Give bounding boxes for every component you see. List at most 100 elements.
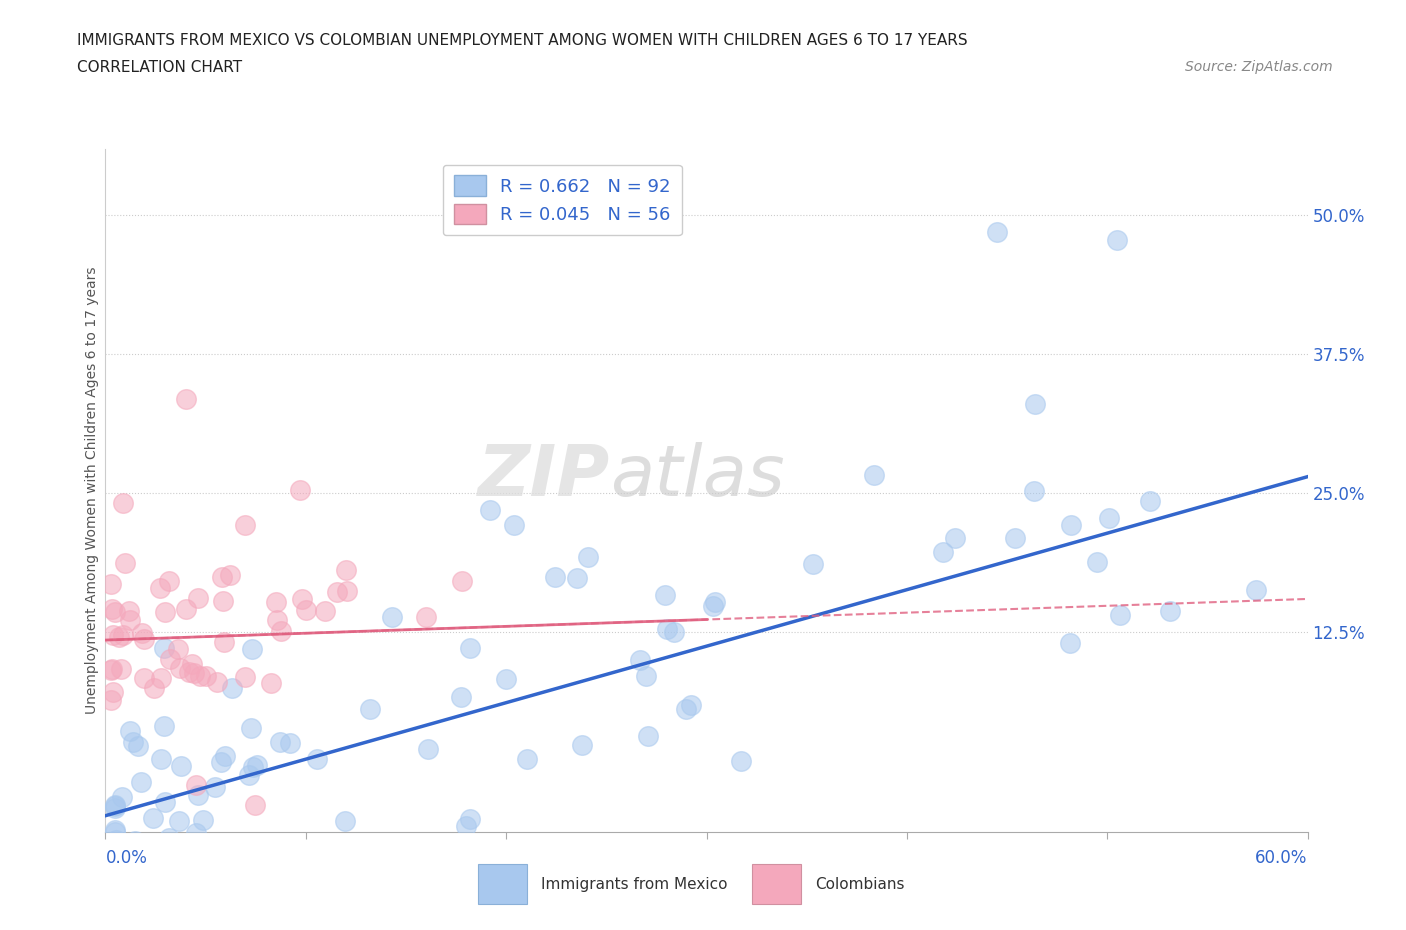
Point bbox=[104, 824, 127, 839]
Point bbox=[571, 738, 593, 753]
Point bbox=[211, 569, 233, 584]
Point bbox=[104, 801, 127, 816]
Point bbox=[246, 758, 269, 773]
Point bbox=[801, 556, 824, 571]
Point bbox=[1139, 494, 1161, 509]
Text: Source: ZipAtlas.com: Source: ZipAtlas.com bbox=[1185, 60, 1333, 74]
Point bbox=[269, 735, 291, 750]
Point bbox=[101, 661, 124, 676]
Point bbox=[260, 676, 283, 691]
Point bbox=[207, 674, 229, 689]
Point bbox=[245, 879, 267, 894]
Point bbox=[567, 571, 589, 586]
Point bbox=[862, 468, 884, 483]
Point bbox=[142, 810, 165, 825]
Point bbox=[291, 911, 314, 926]
Point bbox=[495, 671, 517, 686]
Point bbox=[177, 665, 200, 680]
Point bbox=[1060, 518, 1083, 533]
Point bbox=[104, 823, 127, 838]
Point bbox=[104, 797, 127, 812]
Point bbox=[129, 775, 152, 790]
Point bbox=[157, 574, 180, 589]
Point bbox=[291, 591, 314, 606]
Text: 60.0%: 60.0% bbox=[1256, 849, 1308, 867]
Point bbox=[325, 585, 347, 600]
Point bbox=[655, 621, 678, 636]
Point bbox=[112, 496, 135, 511]
Point bbox=[290, 483, 312, 498]
Point bbox=[240, 720, 263, 735]
Point bbox=[314, 604, 336, 618]
Point bbox=[544, 569, 567, 584]
Text: Colombians: Colombians bbox=[815, 877, 905, 892]
Point bbox=[105, 832, 128, 847]
FancyBboxPatch shape bbox=[752, 864, 801, 904]
Point bbox=[127, 864, 149, 879]
Point bbox=[654, 587, 676, 602]
Point bbox=[576, 549, 599, 564]
Point bbox=[238, 767, 260, 782]
Point bbox=[340, 856, 363, 870]
Point bbox=[730, 753, 752, 768]
Point bbox=[986, 225, 1008, 240]
Point bbox=[188, 669, 211, 684]
Point bbox=[503, 518, 526, 533]
Point bbox=[155, 794, 177, 809]
Point bbox=[1059, 635, 1081, 650]
Point bbox=[110, 884, 132, 898]
Point bbox=[1097, 511, 1119, 525]
Point bbox=[1024, 397, 1046, 412]
Point bbox=[118, 604, 141, 618]
Point bbox=[103, 684, 125, 699]
Point bbox=[108, 630, 131, 644]
Point bbox=[132, 839, 155, 854]
Point bbox=[100, 663, 122, 678]
Point bbox=[104, 799, 127, 814]
Legend: R = 0.662   N = 92, R = 0.045   N = 56: R = 0.662 N = 92, R = 0.045 N = 56 bbox=[443, 165, 682, 235]
Point bbox=[242, 760, 264, 775]
Point bbox=[118, 724, 141, 738]
Point bbox=[181, 657, 204, 671]
Point bbox=[186, 777, 208, 792]
Point bbox=[150, 671, 173, 685]
Point bbox=[381, 609, 404, 624]
Point bbox=[191, 812, 214, 827]
Point bbox=[1085, 554, 1108, 569]
Point bbox=[516, 752, 538, 767]
Point bbox=[451, 574, 474, 589]
Point bbox=[204, 779, 226, 794]
Point bbox=[159, 652, 181, 667]
Point bbox=[634, 669, 657, 684]
Text: Immigrants from Mexico: Immigrants from Mexico bbox=[541, 877, 728, 892]
Point bbox=[187, 788, 209, 803]
Point bbox=[703, 594, 725, 609]
Point bbox=[415, 609, 437, 624]
Y-axis label: Unemployment Among Women with Children Ages 6 to 17 years: Unemployment Among Women with Children A… bbox=[86, 267, 100, 714]
Point bbox=[132, 631, 155, 646]
Point bbox=[143, 680, 166, 695]
Point bbox=[167, 642, 190, 657]
Point bbox=[110, 661, 132, 676]
Point bbox=[167, 814, 190, 829]
Point bbox=[212, 634, 235, 649]
Point bbox=[458, 640, 481, 655]
Text: CORRELATION CHART: CORRELATION CHART bbox=[77, 60, 242, 75]
Point bbox=[134, 671, 156, 685]
Point bbox=[114, 556, 136, 571]
Point bbox=[335, 563, 357, 578]
Point bbox=[637, 729, 659, 744]
Point bbox=[479, 502, 502, 517]
Point bbox=[416, 741, 439, 756]
Point bbox=[194, 669, 217, 684]
Text: 0.0%: 0.0% bbox=[105, 849, 148, 867]
Point bbox=[169, 758, 191, 773]
Point bbox=[264, 595, 287, 610]
Point bbox=[149, 849, 172, 864]
Point bbox=[118, 612, 141, 627]
Point bbox=[103, 628, 125, 643]
Point bbox=[1022, 484, 1045, 498]
Point bbox=[209, 755, 232, 770]
Point bbox=[628, 652, 651, 667]
Point bbox=[295, 603, 318, 618]
